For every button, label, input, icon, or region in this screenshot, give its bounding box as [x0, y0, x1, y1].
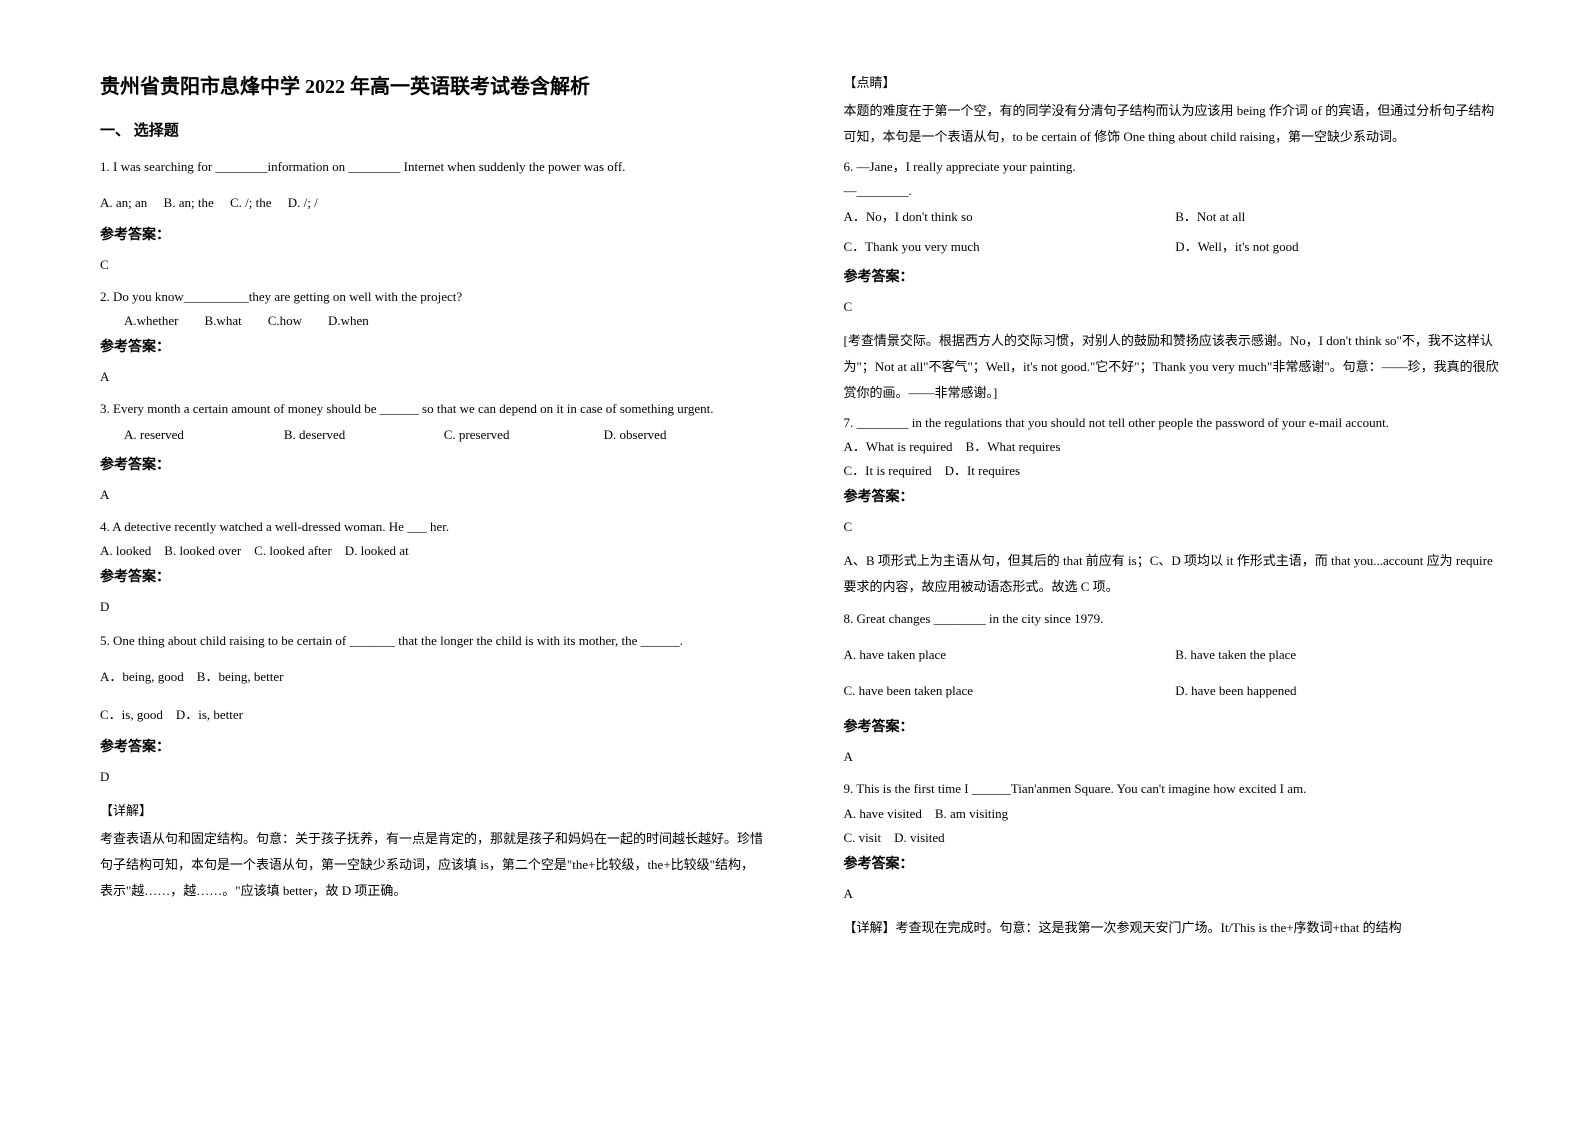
q3-optB: B. deserved: [284, 422, 444, 448]
q5-detail-label: 【详解】: [100, 798, 764, 824]
q8-optC: C. have been taken place: [844, 678, 1176, 704]
answer-label: 参考答案：: [844, 714, 1508, 742]
answer-label: 参考答案：: [100, 222, 764, 250]
q5-tip: 本题的难度在于第一个空，有的同学没有分清句子结构而认为应该用 being 作介词…: [844, 98, 1508, 150]
q1-answer: C: [100, 252, 764, 278]
q7-answer: C: [844, 514, 1508, 540]
q4-stem: 4. A detective recently watched a well-d…: [100, 516, 764, 538]
q9-answer: A: [844, 881, 1508, 907]
answer-label: 参考答案：: [844, 851, 1508, 879]
q8-opts-row2: C. have been taken place D. have been ha…: [844, 678, 1508, 704]
q3-options: A. reserved B. deserved C. preserved D. …: [100, 422, 764, 448]
q6-explain: [考查情景交际。根据西方人的交际习惯，对别人的鼓励和赞扬应该表示感谢。No，I …: [844, 328, 1508, 406]
page-title: 贵州省贵阳市息烽中学 2022 年高一英语联考试卷含解析: [100, 70, 764, 99]
q5-tip-label: 【点睛】: [844, 70, 1508, 96]
right-column: 【点睛】 本题的难度在于第一个空，有的同学没有分清句子结构而认为应该用 bein…: [804, 70, 1508, 1072]
q6-optB: B．Not at all: [1175, 204, 1507, 230]
q3-optC: C. preserved: [444, 422, 604, 448]
answer-label: 参考答案：: [844, 484, 1508, 512]
q1-options: A. an; an B. an; the C. /; the D. /; /: [100, 190, 764, 216]
q5-optsCD: C．is, good D．is, better: [100, 702, 764, 728]
q1-stem: 1. I was searching for ________informati…: [100, 154, 764, 180]
q8-stem: 8. Great changes ________ in the city si…: [844, 606, 1508, 632]
q6-opts-row2: C．Thank you very much D．Well，it's not go…: [844, 234, 1508, 260]
q6-stem2: —________.: [844, 180, 1508, 202]
answer-label: 参考答案：: [100, 564, 764, 592]
q6-optD: D．Well，it's not good: [1175, 234, 1507, 260]
q4-options: A. looked B. looked over C. looked after…: [100, 540, 764, 562]
q7-optsCD: C．It is required D．It requires: [844, 460, 1508, 482]
q6-optC: C．Thank you very much: [844, 234, 1176, 260]
q7-stem: 7. ________ in the regulations that you …: [844, 412, 1508, 434]
q9-explain: 【详解】考查现在完成时。句意：这是我第一次参观天安门广场。It/This is …: [844, 915, 1508, 941]
section-header: 一、 选择题: [100, 119, 764, 140]
q7-optsAB: A．What is required B．What requires: [844, 436, 1508, 458]
left-column: 贵州省贵阳市息烽中学 2022 年高一英语联考试卷含解析 一、 选择题 1. I…: [100, 70, 804, 1072]
q9-stem: 9. This is the first time I ______Tian'a…: [844, 778, 1508, 800]
q6-optA: A．No，I don't think so: [844, 204, 1176, 230]
q9-optsAB: A. have visited B. am visiting: [844, 803, 1508, 825]
answer-label: 参考答案：: [100, 334, 764, 362]
q6-answer: C: [844, 294, 1508, 320]
q9-optsCD: C. visit D. visited: [844, 827, 1508, 849]
q5-answer: D: [100, 764, 764, 790]
q5-stem: 5. One thing about child raising to be c…: [100, 628, 764, 654]
q8-optD: D. have been happened: [1175, 678, 1507, 704]
q2-options: A.whether B.what C.how D.when: [100, 310, 764, 332]
answer-label: 参考答案：: [100, 734, 764, 762]
q8-optA: A. have taken place: [844, 642, 1176, 668]
q5-optsAB: A．being, good B．being, better: [100, 664, 764, 690]
q8-opts-row1: A. have taken place B. have taken the pl…: [844, 642, 1508, 668]
q3-optA: A. reserved: [124, 422, 284, 448]
q3-optD: D. observed: [604, 422, 764, 448]
answer-label: 参考答案：: [844, 264, 1508, 292]
q2-answer: A: [100, 364, 764, 390]
q8-optB: B. have taken the place: [1175, 642, 1507, 668]
q6-opts-row1: A．No，I don't think so B．Not at all: [844, 204, 1508, 230]
q7-explain: A、B 项形式上为主语从句，但其后的 that 前应有 is；C、D 项均以 i…: [844, 548, 1508, 600]
q2-stem: 2. Do you know__________they are getting…: [100, 286, 764, 308]
q4-answer: D: [100, 594, 764, 620]
q5-detail: 考查表语从句和固定结构。句意：关于孩子抚养，有一点是肯定的，那就是孩子和妈妈在一…: [100, 826, 764, 904]
q6-stem1: 6. —Jane，I really appreciate your painti…: [844, 156, 1508, 178]
q8-answer: A: [844, 744, 1508, 770]
q3-answer: A: [100, 482, 764, 508]
answer-label: 参考答案：: [100, 452, 764, 480]
q3-stem: 3. Every month a certain amount of money…: [100, 398, 764, 420]
